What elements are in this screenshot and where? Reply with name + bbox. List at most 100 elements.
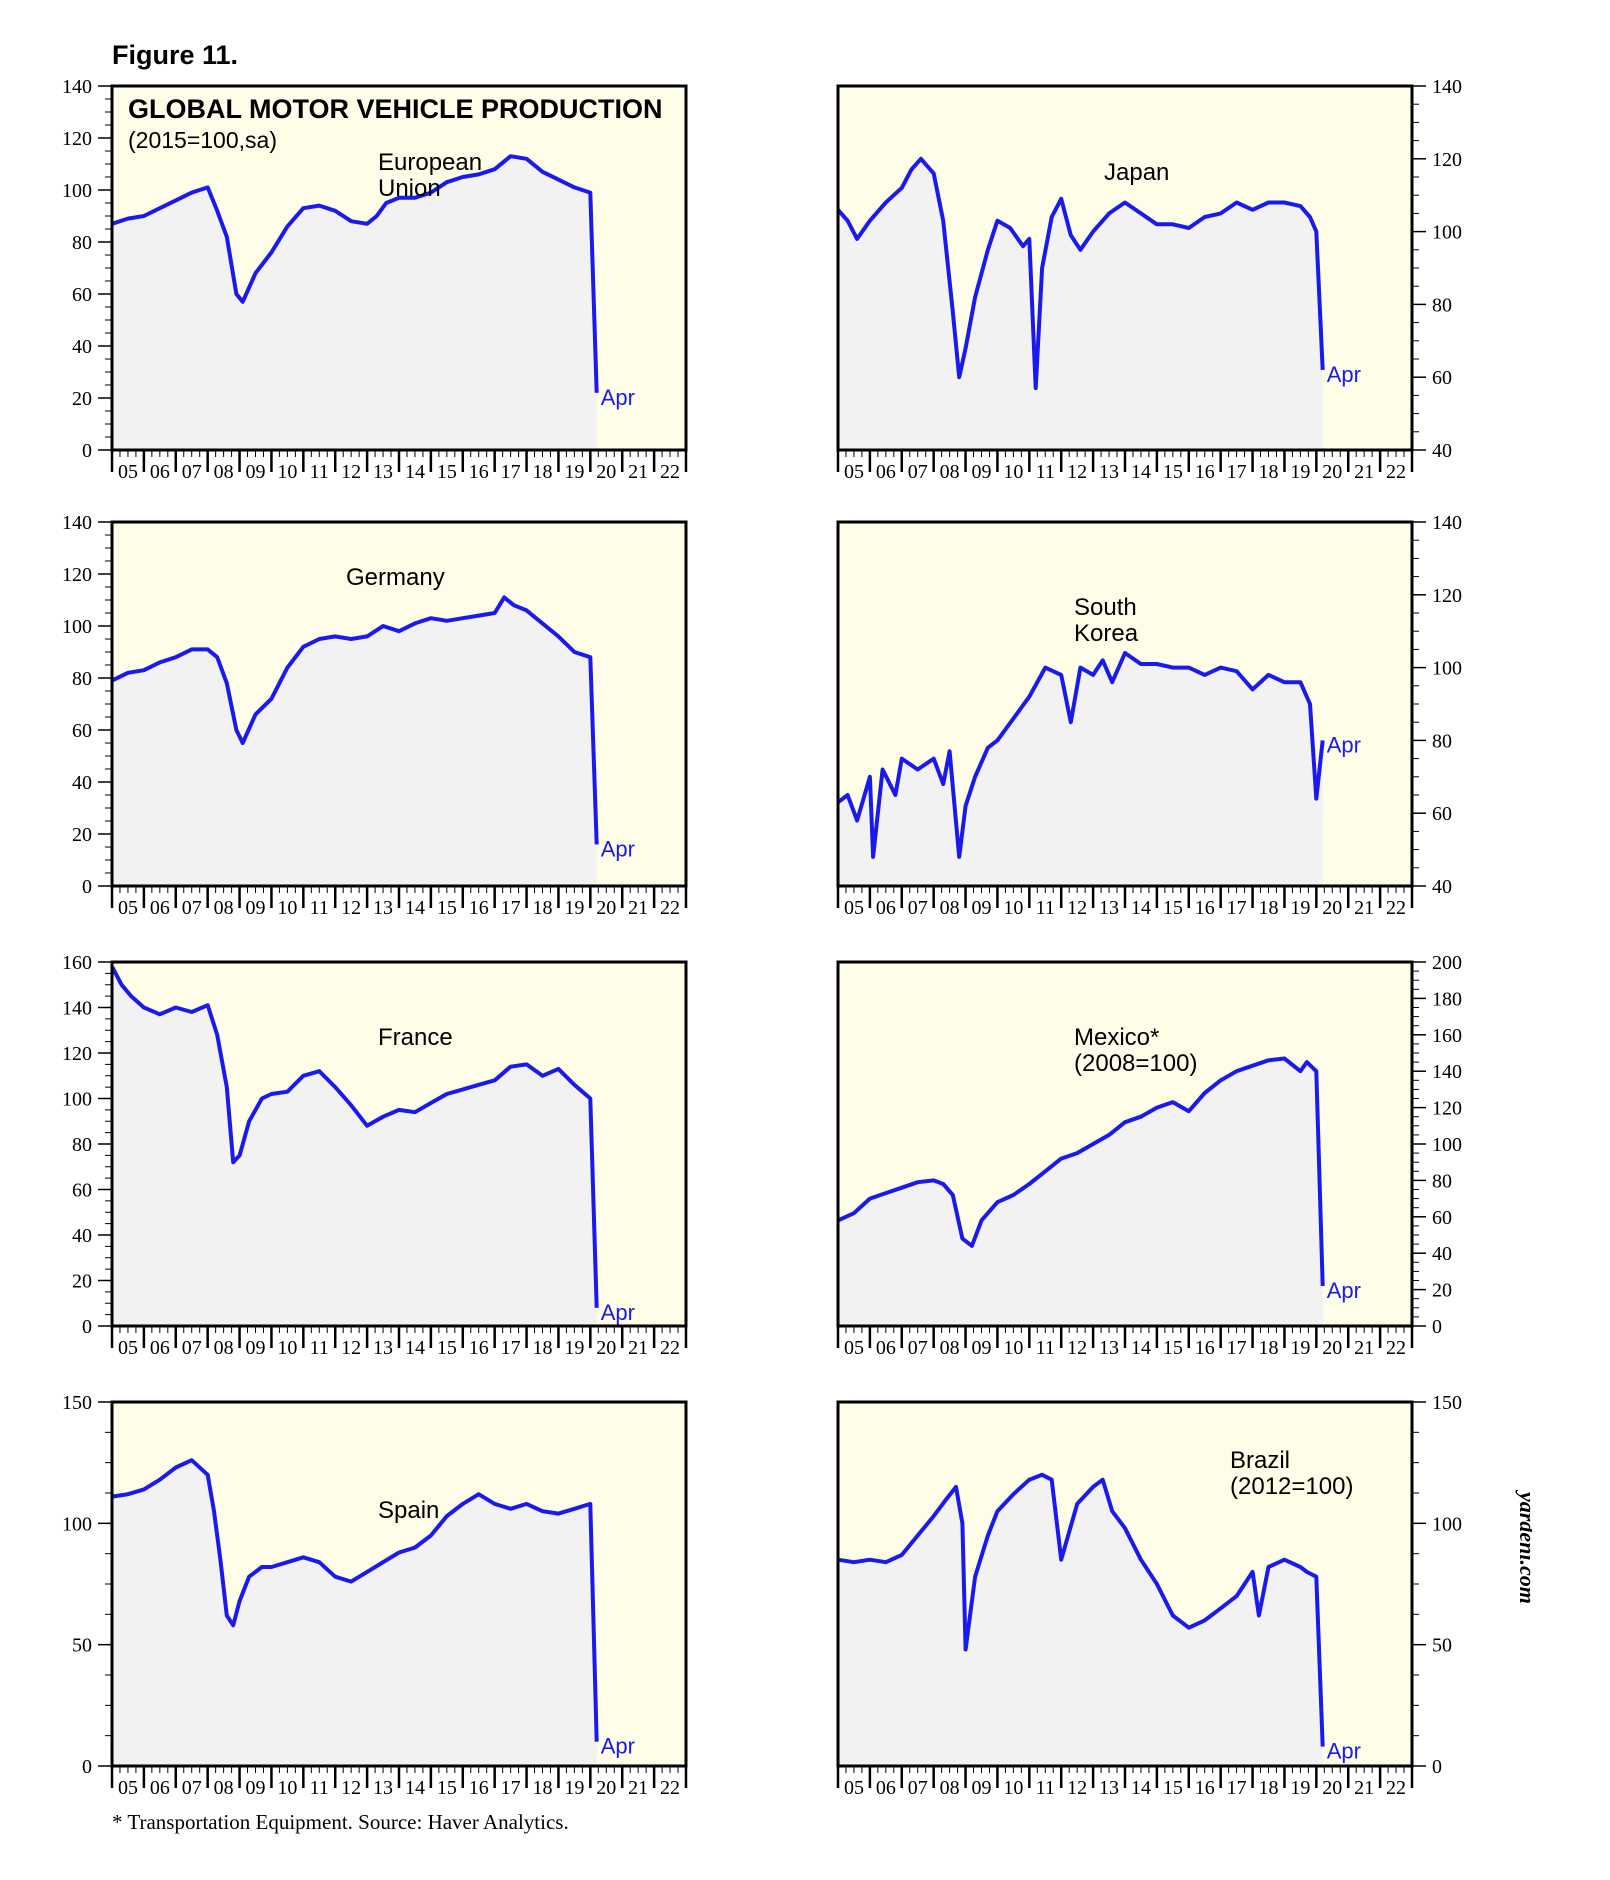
series-label: European — [378, 149, 482, 176]
y-tick-label: 120 — [62, 128, 92, 150]
x-tick-label: 12 — [341, 1337, 361, 1359]
x-tick-label: 22 — [1386, 1337, 1406, 1359]
y-tick-label: 0 — [82, 1756, 92, 1778]
x-tick-label: 09 — [972, 897, 992, 919]
x-tick-label: 07 — [182, 1337, 202, 1359]
x-tick-label: 05 — [844, 1337, 864, 1359]
x-tick-label: 21 — [1354, 897, 1374, 919]
x-tick-label: 16 — [1195, 1777, 1215, 1799]
series-line — [836, 651, 1325, 859]
x-tick-label: 13 — [373, 1777, 393, 1799]
x-tick-label: 14 — [1131, 1337, 1151, 1359]
x-tick-label: 06 — [876, 461, 896, 483]
x-tick-label: 15 — [437, 897, 457, 919]
x-tick-label: 09 — [246, 897, 266, 919]
series-line — [837, 1056, 1325, 1287]
x-tick-label: 05 — [844, 1777, 864, 1799]
x-tick-label: 22 — [660, 461, 680, 483]
y-tick-label: 20 — [72, 1271, 92, 1293]
series-label: Brazil — [1230, 1447, 1290, 1474]
y-tick-label: 40 — [72, 336, 92, 358]
y-tick-label: 150 — [1432, 1392, 1462, 1414]
x-tick-label: 10 — [1003, 1777, 1023, 1799]
x-tick-label: 15 — [1163, 897, 1183, 919]
y-tick-label: 40 — [1432, 876, 1452, 898]
x-tick-label: 07 — [908, 1777, 928, 1799]
x-tick-label: 08 — [214, 897, 234, 919]
x-tick-label: 13 — [373, 1337, 393, 1359]
x-tick-label: 09 — [972, 461, 992, 483]
y-tick-label: 50 — [72, 1635, 92, 1657]
x-tick-label: 12 — [1067, 1777, 1087, 1799]
brand-watermark: yardeni.com — [1515, 1490, 1532, 1604]
x-tick-label: 06 — [150, 897, 170, 919]
x-tick-label: 14 — [405, 461, 425, 483]
y-tick-label: 120 — [1432, 585, 1462, 607]
chart-title: GLOBAL MOTOR VEHICLE PRODUCTION — [128, 94, 663, 124]
series-area — [838, 1474, 1323, 1766]
x-tick-label: 18 — [1259, 897, 1279, 919]
x-tick-label: 22 — [660, 897, 680, 919]
x-tick-label: 18 — [533, 897, 553, 919]
y-tick-label: 200 — [1432, 952, 1462, 974]
series-line — [836, 156, 1325, 391]
chart-panel: 0 20 40 60 80 100 120 140 05 06 07 08 09 10 11 12 13 14 15… — [62, 512, 688, 919]
series-line — [111, 595, 599, 845]
y-tick-label: 20 — [1432, 1280, 1452, 1302]
y-tick-label: 40 — [72, 772, 92, 794]
series-area — [112, 966, 597, 1326]
x-tick-label: 06 — [150, 461, 170, 483]
series-label: South — [1074, 594, 1137, 621]
x-tick-label: 07 — [908, 1337, 928, 1359]
x-tick-label: 22 — [1386, 461, 1406, 483]
series-label: Germany — [346, 564, 445, 591]
x-tick-label: 11 — [1036, 897, 1055, 919]
x-tick-label: 12 — [341, 897, 361, 919]
x-tick-label: 15 — [1163, 1337, 1183, 1359]
x-tick-label: 06 — [876, 1777, 896, 1799]
x-tick-label: 07 — [182, 1777, 202, 1799]
y-tick-label: 140 — [62, 998, 92, 1020]
x-tick-label: 16 — [469, 1777, 489, 1799]
y-tick-label: 80 — [1432, 730, 1452, 752]
x-tick-label: 05 — [844, 897, 864, 919]
x-tick-label: 06 — [150, 1777, 170, 1799]
y-tick-label: 50 — [1432, 1635, 1452, 1657]
x-tick-label: 10 — [1003, 897, 1023, 919]
x-tick-label: 07 — [908, 461, 928, 483]
x-tick-label: 21 — [1354, 1337, 1374, 1359]
x-tick-label: 18 — [533, 1777, 553, 1799]
x-tick-label: 11 — [310, 1777, 329, 1799]
x-tick-label: 05 — [118, 1337, 138, 1359]
chart-panel: 0 20 40 60 80 100 120 140 05 06 07 08 09 10 11 12 13 14 15… — [62, 76, 688, 483]
x-tick-label: 13 — [373, 897, 393, 919]
y-tick-label: 60 — [1432, 367, 1452, 389]
y-tick-label: 0 — [82, 1316, 92, 1338]
x-tick-label: 09 — [246, 1777, 266, 1799]
x-tick-label: 17 — [1227, 1777, 1247, 1799]
x-tick-label: 14 — [405, 1777, 425, 1799]
series-area — [838, 653, 1323, 886]
x-tick-label: 09 — [246, 1337, 266, 1359]
x-tick-label: 20 — [596, 897, 616, 919]
x-tick-label: 06 — [876, 1337, 896, 1359]
last-value-label: Apr — [1327, 732, 1361, 757]
x-tick-label: 20 — [1322, 1777, 1342, 1799]
series-line — [110, 965, 599, 1308]
y-tick-label: 80 — [72, 232, 92, 254]
x-tick-label: 14 — [405, 897, 425, 919]
series-label: Spain — [378, 1497, 439, 1524]
chart-panel: 40 60 80 100 120 140 05 06 07 08 09 10 11 12 13 14 15 16 1… — [836, 76, 1462, 483]
x-tick-label: 11 — [310, 461, 329, 483]
x-tick-label: 15 — [437, 1777, 457, 1799]
x-tick-label: 17 — [501, 1777, 521, 1799]
series-line — [111, 1458, 599, 1742]
series-label: France — [378, 1024, 453, 1051]
x-tick-label: 08 — [940, 1777, 960, 1799]
x-tick-label: 22 — [1386, 897, 1406, 919]
x-tick-label: 19 — [1290, 461, 1310, 483]
x-tick-label: 11 — [310, 897, 329, 919]
x-tick-label: 05 — [844, 461, 864, 483]
y-tick-label: 40 — [72, 1225, 92, 1247]
